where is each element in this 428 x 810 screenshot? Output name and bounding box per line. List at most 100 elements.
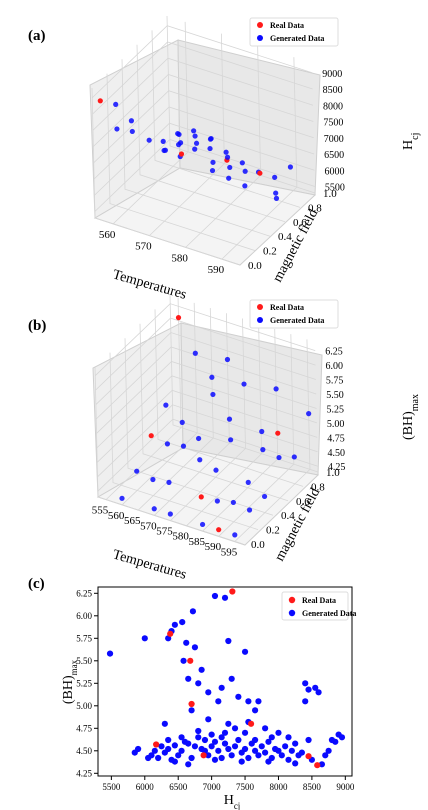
panel-c-point-generated [218,684,225,691]
panel-c-point-generated [275,747,282,754]
panel-c-point-generated [325,747,332,754]
panel-b-xtick-label: 570 [140,520,157,532]
panel-c-point-generated [215,747,222,754]
panel-a-ytick-label: 0.4 [278,231,292,243]
panel-b-point-generated [228,437,234,443]
panel-a-point-generated [193,140,200,146]
panel-b-ztick-label: 5.50 [326,390,344,401]
panel-c-point-generated [235,736,242,744]
panel-c-point-generated [318,761,326,768]
panel-c-point-generated [302,698,309,705]
panel-b-grid-line [139,323,289,502]
panel-b-point-generated [179,419,185,425]
panel-c-point-generated [198,666,205,673]
panel-c-point-generated [225,720,232,727]
panel-c-point-generated [282,743,289,750]
panel-c-point-generated [262,725,269,732]
panel-c-2d-scatter: (c) 5500 6000 6500 7000 7500 8000 8500 9000 4.25… [28,576,356,810]
panel-a-legend-generated: Generated Data [270,34,324,43]
panel-b-point-real [148,433,154,439]
panel-c-point-generated [315,689,322,696]
panel-a-ytick-label: 0.6 [293,217,307,229]
panel-b-point-real [175,315,182,321]
panel-c-point-generated [285,756,292,763]
panel-c-point-generated [185,740,192,747]
panel-a-grid-line [93,74,314,147]
panel-c-point-generated [338,734,346,741]
panel-b-point-generated [210,391,216,398]
panel-a-grid-line [93,106,315,180]
panel-a-ztick-label: 6500 [324,150,344,161]
panel-a-point-generated [113,101,119,108]
panel-c-point-generated [141,635,148,642]
panel-c-ytick-label: 5.25 [76,678,92,688]
panel-c-point-generated [211,592,219,600]
panel-c-point-generated [255,698,262,705]
panel-c-point-generated [171,621,178,628]
panel-a-xtick-label: 590 [208,264,225,276]
panel-b-point-generated [166,479,172,485]
panel-b-ytick-label: 1.0 [326,467,340,479]
panel-c-ytick-label: 4.50 [76,746,92,756]
panel-a-ytick-label: 0.0 [248,260,262,272]
panel-c-point-generated [155,754,162,762]
panel-c-point-generated [225,745,232,753]
panel-a-point-generated [177,140,184,146]
panel-b-point-generated [199,521,206,528]
panel-c-point-generated [285,734,292,741]
panel-c-point-generated [278,752,285,759]
panel-c-legend: Real Data Generated Data [281,591,356,621]
panel-a-point-generated [162,147,168,153]
panel-a-grid-line [91,25,313,99]
panel-b-point-real [198,494,204,500]
panel-a-grid-line [92,57,314,131]
panel-a-legend: Real Data Generated Data [249,17,339,47]
panel-c-point-generated [241,729,249,736]
panel-c-point-generated [215,698,222,705]
panel-b-legend-real: Real Data [270,303,304,312]
panel-b-point-generated [119,495,125,501]
panel-a-legend-real-marker [257,22,263,28]
panel-b-xtick-label: 595 [221,546,238,558]
panel-c-point-generated [255,752,262,759]
panel-b-grid-line [154,309,304,487]
panel-a-ztick-label: 9000 [322,69,342,80]
panel-b-ticks: 555 560 565 570 575 580 585 590 595 0.00.20.40.60… [92,347,346,559]
panel-c-point-real [167,630,174,637]
panel-a-grid-line [93,90,314,164]
panel-c-point-generated [171,742,178,749]
panel-c-xtick-label: 6000 [136,782,155,792]
panel-a-point-generated [287,164,294,170]
panel-c-ytick-label: 4.25 [76,768,92,778]
panel-c-point-generated [292,740,299,747]
panel-c-point-generated [332,738,339,745]
panel-b-ytick-label: 0.6 [296,496,310,508]
panel-c-ylabel: (BH)max [61,659,79,704]
panel-c-legend-generated: Generated Data [302,609,356,618]
panel-b-point-generated [213,467,219,473]
panel-a-point-real [178,151,185,157]
panel-c-point-generated [221,594,229,601]
panel-c-point-real [247,720,255,727]
panel-a-points [97,98,294,201]
panel-b-zlabel-sub: max [410,394,421,411]
panel-c-point-generated [221,729,229,736]
panel-c-point-generated [228,675,235,682]
panel-b-grid-line [109,352,259,530]
panel-b-point-generated [134,468,140,474]
panel-c-legend-real-marker [288,596,296,604]
panel-c-point-generated [275,729,282,736]
panel-b-label: (b) [28,318,46,334]
panel-a-zlabel-sub: cj [410,133,421,140]
panel-c-point-real [305,753,312,760]
panel-c-point-generated [258,743,265,750]
panel-c-point-generated [228,752,235,759]
panel-c-point-generated [131,749,138,756]
panel-c-point-generated [262,749,269,756]
panel-b-point-generated [214,498,220,504]
panel-a-point-generated [128,118,135,124]
panel-c-point-generated [180,657,187,664]
panel-c-point-generated [245,754,252,762]
panel-a-legend-generated-marker [257,35,263,41]
